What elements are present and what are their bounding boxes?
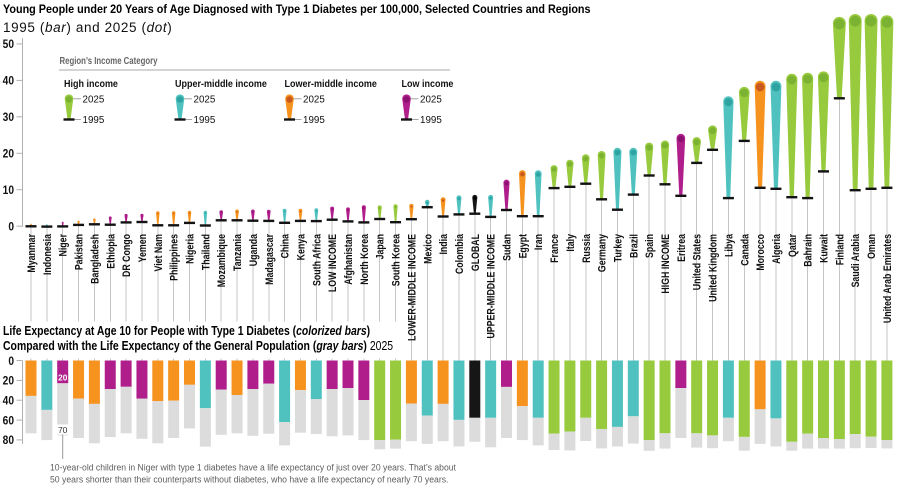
svg-text:Germany: Germany — [597, 234, 609, 273]
svg-text:France: France — [549, 234, 561, 263]
svg-text:2025: 2025 — [303, 94, 325, 105]
svg-text:Qatar: Qatar — [787, 234, 799, 257]
svg-text:DR Congo: DR Congo — [121, 234, 133, 277]
svg-text:Philippines: Philippines — [169, 234, 181, 281]
svg-text:Japan: Japan — [375, 234, 387, 259]
svg-text:10-year-old children in Niger: 10-year-old children in Niger with type … — [50, 462, 456, 472]
svg-text:2025: 2025 — [194, 94, 216, 105]
svg-text:Bangladesh: Bangladesh — [90, 234, 102, 284]
svg-text:Low income: Low income — [402, 79, 454, 91]
svg-text:United Kingdom: United Kingdom — [708, 234, 720, 302]
svg-text:Iran: Iran — [533, 234, 545, 250]
svg-text:South Korea: South Korea — [391, 234, 403, 287]
svg-text:10: 10 — [3, 184, 14, 197]
svg-text:Russia: Russia — [581, 234, 593, 263]
svg-text:1995: 1995 — [194, 115, 216, 126]
svg-text:North Korea: North Korea — [359, 234, 371, 285]
svg-text:Tanzania: Tanzania — [232, 234, 244, 271]
svg-text:HIGH INCOME: HIGH INCOME — [660, 234, 672, 294]
svg-text:Sudan: Sudan — [502, 234, 514, 261]
svg-text:Brazil: Brazil — [628, 234, 640, 258]
svg-text:Mexico: Mexico — [422, 234, 434, 264]
svg-text:LOW INCOME: LOW INCOME — [327, 234, 339, 292]
svg-text:60: 60 — [3, 415, 14, 428]
svg-text:Eritrea: Eritrea — [676, 234, 688, 262]
svg-text:1995: 1995 — [83, 115, 105, 126]
svg-text:Turkey: Turkey — [613, 234, 625, 263]
svg-text:80: 80 — [3, 435, 14, 448]
svg-text:GLOBAL: GLOBAL — [470, 234, 482, 271]
svg-text:20: 20 — [3, 375, 14, 388]
svg-text:Lower-middle income: Lower-middle income — [285, 79, 377, 91]
svg-text:Pakistan: Pakistan — [74, 234, 86, 270]
svg-text:Bahrain: Bahrain — [803, 234, 815, 267]
svg-text:High income: High income — [64, 79, 118, 91]
svg-text:1995: 1995 — [303, 115, 325, 126]
svg-text:Mozambique: Mozambique — [216, 234, 228, 288]
svg-text:Saudi Arabia: Saudi Arabia — [850, 234, 862, 288]
svg-text:Afghanistan: Afghanistan — [343, 234, 355, 285]
svg-text:Italy: Italy — [565, 234, 577, 252]
svg-text:South Africa: South Africa — [311, 234, 323, 286]
svg-text:Finland: Finland — [835, 234, 847, 265]
svg-text:20: 20 — [3, 148, 14, 161]
svg-text:Nigeria: Nigeria — [185, 234, 197, 264]
svg-text:40: 40 — [3, 395, 14, 408]
svg-text:1995 (bar) and 2025 (dot): 1995 (bar) and 2025 (dot) — [3, 20, 172, 35]
svg-text:Life Expectancy at Age 10 for: Life Expectancy at Age 10 for People wit… — [3, 324, 370, 338]
svg-text:Colombia: Colombia — [454, 234, 466, 274]
svg-text:Myanmar: Myanmar — [26, 234, 38, 273]
svg-text:40: 40 — [3, 75, 14, 88]
svg-text:30: 30 — [3, 111, 14, 124]
svg-text:Yemen: Yemen — [137, 234, 149, 262]
svg-text:UPPER-MIDDLE INCOME: UPPER-MIDDLE INCOME — [486, 234, 498, 339]
svg-text:20: 20 — [58, 372, 68, 382]
svg-text:Uganda: Uganda — [248, 234, 260, 267]
svg-text:Libya: Libya — [724, 234, 736, 257]
svg-text:Algeria: Algeria — [771, 234, 783, 264]
svg-text:Region’s Income Category: Region’s Income Category — [60, 55, 158, 66]
svg-text:LOWER-MIDDLE INCOME: LOWER-MIDDLE INCOME — [407, 234, 419, 341]
svg-text:Spain: Spain — [644, 234, 656, 258]
svg-text:0: 0 — [8, 355, 14, 368]
svg-text:Morocco: Morocco — [755, 234, 767, 271]
svg-text:United Arab Emirates: United Arab Emirates — [882, 234, 894, 324]
svg-text:China: China — [280, 234, 292, 259]
svg-text:70: 70 — [58, 425, 68, 435]
svg-text:Kenya: Kenya — [296, 234, 308, 261]
svg-text:Niger: Niger — [58, 234, 70, 257]
svg-text:50 years shorter than their co: 50 years shorter than their counterparts… — [50, 474, 448, 484]
svg-text:Canada: Canada — [739, 234, 751, 266]
svg-text:Young People under 20 Years of: Young People under 20 Years of Age Diagn… — [3, 4, 591, 17]
svg-text:Thailand: Thailand — [201, 234, 213, 270]
svg-text:Oman: Oman — [866, 234, 878, 259]
svg-text:0: 0 — [8, 221, 14, 234]
svg-text:Upper-middle income: Upper-middle income — [175, 79, 267, 91]
svg-text:Compared with the Life Expecta: Compared with the Life Expectancy of the… — [3, 338, 393, 353]
svg-text:India: India — [438, 234, 450, 255]
svg-text:Madagascar: Madagascar — [264, 234, 276, 285]
svg-text:Egypt: Egypt — [518, 233, 530, 258]
svg-text:Indonesia: Indonesia — [42, 234, 54, 275]
svg-text:50: 50 — [3, 39, 14, 52]
svg-text:Ethiopia: Ethiopia — [105, 234, 117, 269]
svg-text:Viet Nam: Viet Nam — [153, 234, 165, 272]
svg-text:2025: 2025 — [420, 94, 442, 105]
svg-text:2025: 2025 — [83, 94, 105, 105]
svg-text:United States: United States — [692, 234, 704, 291]
svg-text:Kuwait: Kuwait — [819, 233, 831, 262]
svg-text:1995: 1995 — [420, 115, 442, 126]
